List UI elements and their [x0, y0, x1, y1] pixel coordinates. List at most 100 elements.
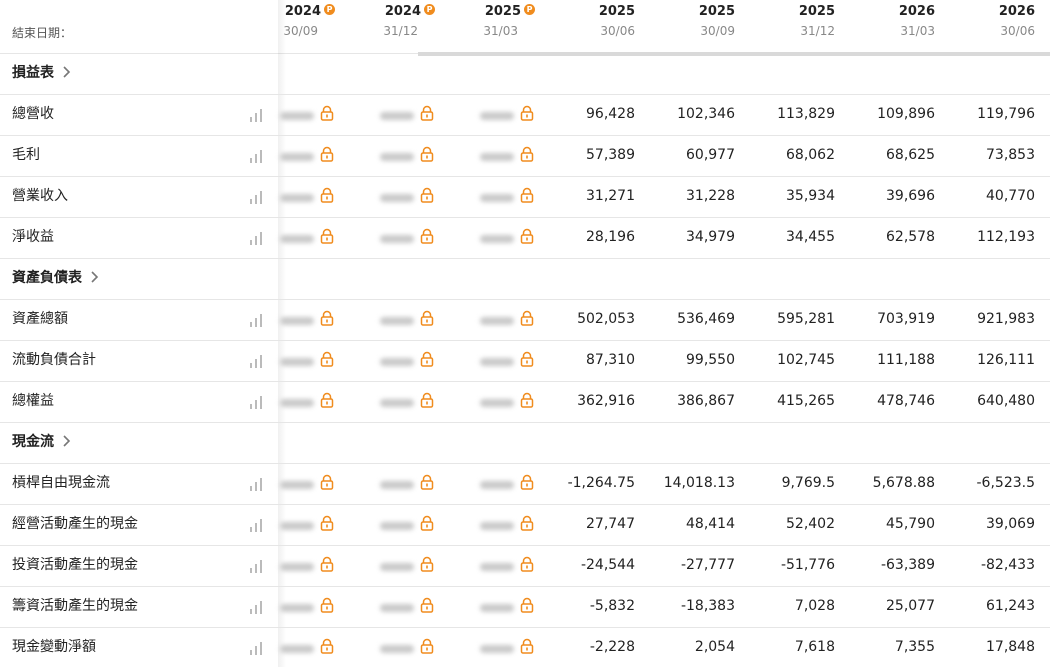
lock-icon[interactable]: [419, 146, 435, 166]
blurred-value: [380, 645, 414, 653]
blurred-value: [380, 112, 414, 120]
row-divider: [0, 504, 1050, 505]
cell-value: 40,770: [986, 188, 1035, 204]
chart-icon[interactable]: [248, 189, 264, 209]
lock-icon[interactable]: [519, 638, 535, 658]
column-year: 2025: [699, 4, 735, 19]
blurred-value: [480, 235, 514, 243]
blurred-value: [380, 481, 414, 489]
cell-value: 62,578: [886, 229, 935, 245]
row-divider: [0, 586, 1050, 587]
lock-icon[interactable]: [319, 515, 335, 535]
row-divider: [0, 135, 1050, 136]
lock-icon[interactable]: [519, 597, 535, 617]
cell-value: 502,053: [577, 311, 635, 327]
lock-icon[interactable]: [519, 228, 535, 248]
lock-icon[interactable]: [519, 146, 535, 166]
lock-icon[interactable]: [319, 556, 335, 576]
lock-icon[interactable]: [519, 474, 535, 494]
column-date: 31/03: [900, 24, 935, 38]
cell-value: 126,111: [977, 352, 1035, 368]
blurred-value: [280, 153, 314, 161]
lock-icon[interactable]: [319, 105, 335, 125]
cell-value: 9,769.5: [781, 475, 835, 491]
lock-icon[interactable]: [419, 474, 435, 494]
section-title[interactable]: 損益表: [12, 53, 72, 96]
blurred-value: [280, 112, 314, 120]
chart-icon[interactable]: [248, 476, 264, 496]
year-text: 2025: [698, 4, 735, 19]
lock-icon[interactable]: [519, 351, 535, 371]
blurred-value: [380, 604, 414, 612]
cell-value: 73,853: [986, 147, 1035, 163]
pro-badge: P: [324, 4, 335, 15]
cell-value: 112,193: [977, 229, 1035, 245]
lock-icon[interactable]: [319, 597, 335, 617]
cell-value: 362,916: [577, 393, 635, 409]
lock-icon[interactable]: [319, 474, 335, 494]
blurred-value: [280, 481, 314, 489]
chart-icon[interactable]: [248, 107, 264, 127]
chart-icon[interactable]: [248, 599, 264, 619]
chart-icon[interactable]: [248, 394, 264, 414]
lock-icon[interactable]: [519, 515, 535, 535]
blurred-value: [480, 645, 514, 653]
sticky-shadow: [278, 0, 286, 667]
lock-icon[interactable]: [419, 638, 435, 658]
row-divider: [0, 340, 1050, 341]
cell-value: 61,243: [986, 598, 1035, 614]
cell-value: 102,745: [777, 352, 835, 368]
chart-icon[interactable]: [248, 517, 264, 537]
blurred-value: [280, 235, 314, 243]
lock-icon[interactable]: [519, 556, 535, 576]
lock-icon[interactable]: [419, 105, 435, 125]
section-text: 現金流: [12, 434, 54, 450]
row-divider: [0, 258, 1050, 259]
chart-icon[interactable]: [248, 640, 264, 660]
cell-value: 60,977: [686, 147, 735, 163]
lock-icon[interactable]: [319, 310, 335, 330]
lock-icon[interactable]: [319, 351, 335, 371]
lock-icon[interactable]: [419, 556, 435, 576]
year-text: 2025: [798, 4, 835, 19]
lock-icon[interactable]: [519, 105, 535, 125]
year-text: 2026: [898, 4, 935, 19]
cell-value: 111,188: [877, 352, 935, 368]
cell-value: 17,848: [986, 639, 1035, 655]
lock-icon[interactable]: [419, 187, 435, 207]
cell-value: 921,983: [977, 311, 1035, 327]
row-divider: [0, 381, 1050, 382]
lock-icon[interactable]: [419, 228, 435, 248]
lock-icon[interactable]: [319, 638, 335, 658]
lock-icon[interactable]: [419, 310, 435, 330]
lock-icon[interactable]: [419, 351, 435, 371]
lock-icon[interactable]: [519, 187, 535, 207]
cell-value: 28,196: [586, 229, 635, 245]
lock-icon[interactable]: [419, 392, 435, 412]
pro-badge: P: [524, 4, 535, 15]
section-title[interactable]: 資產負債表: [12, 258, 100, 301]
lock-icon[interactable]: [319, 392, 335, 412]
row-divider: [0, 463, 1050, 464]
row-label: 資產總額: [12, 311, 68, 327]
lock-icon[interactable]: [519, 310, 535, 330]
cell-value: 102,346: [677, 106, 735, 122]
lock-icon[interactable]: [319, 187, 335, 207]
chart-icon[interactable]: [248, 148, 264, 168]
section-title[interactable]: 現金流: [12, 422, 72, 465]
year-text: 2024: [384, 4, 421, 19]
chart-icon[interactable]: [248, 353, 264, 373]
blurred-value: [380, 194, 414, 202]
lock-icon[interactable]: [419, 597, 435, 617]
lock-icon[interactable]: [519, 392, 535, 412]
chart-icon[interactable]: [248, 558, 264, 578]
lock-icon[interactable]: [319, 228, 335, 248]
cell-value: 34,455: [786, 229, 835, 245]
chart-icon[interactable]: [248, 230, 264, 250]
cell-value: -1,264.75: [567, 475, 635, 491]
lock-icon[interactable]: [419, 515, 435, 535]
column-date: 30/06: [600, 24, 635, 38]
lock-icon[interactable]: [319, 146, 335, 166]
chart-icon[interactable]: [248, 312, 264, 332]
